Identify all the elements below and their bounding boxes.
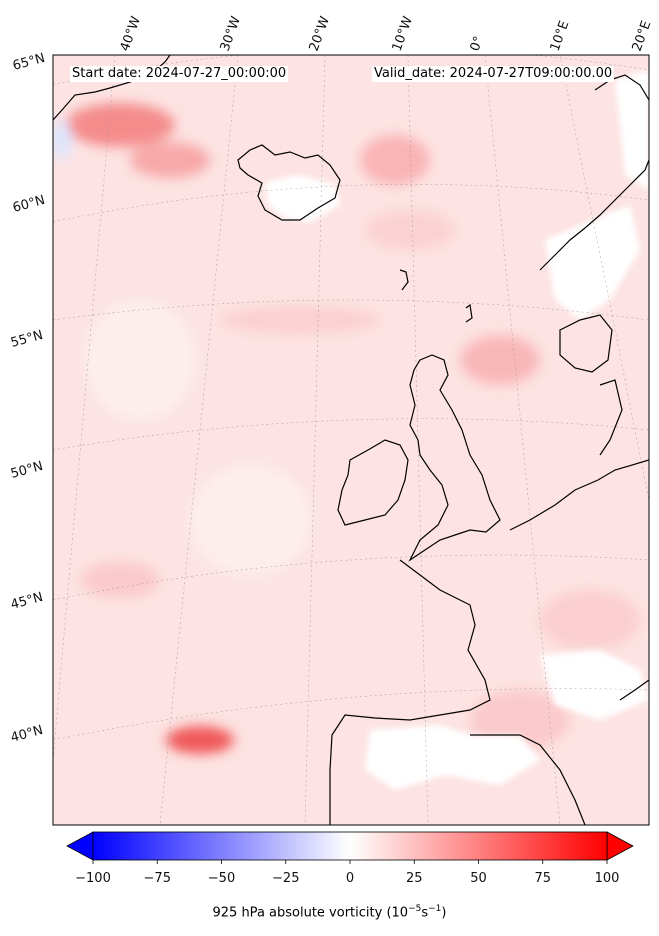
lon-label: 20°W [307,14,333,53]
denmark-coast [599,379,623,456]
lon-label: 20°E [630,19,655,54]
iceland-coast [237,144,341,221]
start-date-label: Start date: 2024-07-27_00:00:00 [70,66,289,82]
skagerrak-coast [559,314,613,373]
lon-label: 10°W [390,14,416,53]
great-britain-coast [408,354,501,562]
colorbar-tick-label: −75 [144,871,171,886]
france-iberia-coast [329,559,491,825]
colorbar-gradient [92,831,608,861]
field-patches [53,103,640,754]
colorbar-high-extend [606,831,634,861]
colorbar-title-exp1: −5 [408,904,422,914]
colorbar-tick-label: −50 [208,871,235,886]
valid-date-label: Valid_date: 2024-07-27T09:00:00.00 [372,66,615,82]
lon-label: 40°W [118,14,144,53]
colorbar-tick-label: 25 [406,871,423,886]
colorbar-title-exp2: −1 [428,904,442,914]
ireland-coast [337,439,409,526]
map-frame [52,54,650,826]
colorbar: −100 −75 −50 −25 0 25 50 75 100 [66,831,634,886]
colorbar-tick-label: −25 [272,871,299,886]
colorbar-tick-label: 50 [470,871,487,886]
low-countries-coast [509,459,649,531]
coastlines [53,55,649,825]
italy-coast [619,679,649,701]
colorbar-title-mid: s [421,905,429,921]
colorbar-low-extend [66,831,94,861]
lat-label: 45°N [9,590,45,613]
lat-label: 50°N [9,459,45,482]
mediterranean-coast [470,734,586,825]
lon-label: 30°W [218,14,244,53]
faroe-coast [399,269,409,291]
vorticity-field [53,55,649,825]
lat-label: 40°N [9,723,45,746]
colorbar-title: 925 hPa absolute vorticity (10−5s−1) [0,904,659,920]
lon-label: 0° [468,34,487,53]
colorbar-tick-label: 75 [534,871,551,886]
norway-coast [539,159,649,271]
colorbar-title-suffix: ) [441,905,447,921]
shetland-coast [465,303,473,323]
colorbar-tick-label: −100 [75,871,111,886]
colorbar-title-prefix: 925 hPa absolute vorticity (10 [212,905,409,921]
colorbar-ticks: −100 −75 −50 −25 0 25 50 75 100 [75,860,619,886]
lat-labels: 65°N 60°N 55°N 50°N 45°N 40°N [9,51,47,746]
lat-label: 55°N [9,328,45,351]
lat-label: 60°N [11,193,47,216]
colorbar-tick-label: 0 [346,871,354,886]
lon-label: 10°E [548,19,573,54]
lat-label: 65°N [11,51,47,74]
colorbar-tick-label: 100 [595,871,620,886]
lon-labels: 40°W 30°W 20°W 10°W 0° 10°E 20°E [118,14,655,53]
scandinavia-north-coast [594,74,649,101]
